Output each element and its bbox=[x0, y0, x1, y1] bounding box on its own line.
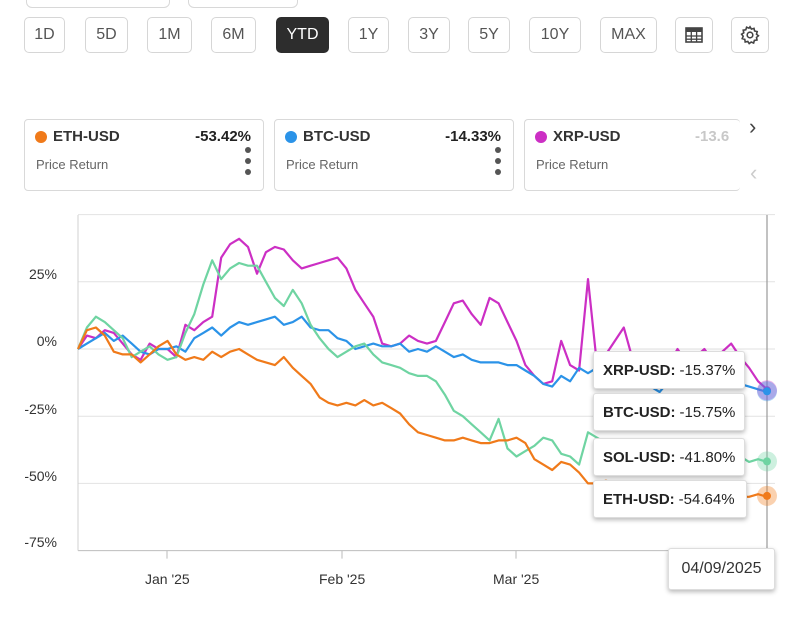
prev-arrow-icon[interactable]: ‹ bbox=[750, 160, 758, 185]
settings-button[interactable] bbox=[731, 17, 769, 53]
series-color-dot bbox=[285, 131, 297, 143]
legend-card-eth[interactable]: ETH-USD -53.42% Price Return bbox=[24, 119, 264, 191]
range-button-5y[interactable]: 5Y bbox=[468, 17, 510, 53]
tooltip-symbol: SOL-USD: bbox=[603, 448, 676, 466]
range-button-1d[interactable]: 1D bbox=[24, 17, 65, 53]
range-button-6m[interactable]: 6M bbox=[211, 17, 256, 53]
x-tick-label: Jan '25 bbox=[145, 571, 190, 587]
tooltip-date: 04/09/2025 bbox=[668, 548, 775, 590]
card-value: -13.6 bbox=[695, 128, 730, 145]
more-options-icon[interactable] bbox=[495, 147, 501, 180]
series-color-dot bbox=[535, 131, 547, 143]
tooltip-eth: ETH-USD: -54.64% bbox=[593, 480, 747, 518]
tooltip-xrp: XRP-USD: -15.37% bbox=[593, 351, 745, 389]
hover-marker bbox=[763, 491, 771, 500]
card-symbol: XRP-USD bbox=[553, 128, 621, 145]
top-control-fragment[interactable] bbox=[26, 0, 170, 8]
range-button-ytd[interactable]: YTD bbox=[276, 17, 329, 53]
range-button-max[interactable]: MAX bbox=[600, 17, 657, 53]
tooltip-value: -54.64% bbox=[678, 490, 735, 508]
range-button-10y[interactable]: 10Y bbox=[529, 17, 581, 53]
card-symbol: BTC-USD bbox=[303, 128, 371, 145]
y-tick-label: -25% bbox=[24, 401, 57, 417]
range-button-3y[interactable]: 3Y bbox=[408, 17, 450, 53]
series-color-dot bbox=[35, 131, 47, 143]
card-value: -14.33% bbox=[445, 128, 501, 145]
tooltip-symbol: ETH-USD: bbox=[603, 490, 675, 508]
x-tick-label: Feb '25 bbox=[319, 571, 366, 587]
range-button-1y[interactable]: 1Y bbox=[348, 17, 389, 53]
tooltip-symbol: XRP-USD: bbox=[603, 361, 676, 379]
tooltip-value: -41.80% bbox=[679, 448, 736, 466]
legend-card-xrp[interactable]: XRP-USD -13.6 Price Return bbox=[524, 119, 740, 191]
card-symbol: ETH-USD bbox=[53, 128, 120, 145]
table-view-button[interactable] bbox=[675, 17, 713, 53]
card-metric: Price Return bbox=[286, 157, 359, 172]
tooltip-value: -15.37% bbox=[679, 361, 736, 379]
tooltip-symbol: BTC-USD: bbox=[603, 403, 676, 421]
y-tick-label: 25% bbox=[28, 266, 57, 282]
y-tick-label: -75% bbox=[24, 534, 57, 550]
card-metric: Price Return bbox=[36, 157, 109, 172]
card-value: -53.42% bbox=[195, 128, 251, 145]
range-button-5d[interactable]: 5D bbox=[85, 17, 128, 53]
card-metric: Price Return bbox=[536, 157, 609, 172]
gear-icon bbox=[740, 25, 760, 45]
hover-marker bbox=[763, 387, 771, 396]
y-tick-label: 0% bbox=[36, 333, 57, 349]
tooltip-sol: SOL-USD: -41.80% bbox=[593, 438, 745, 476]
top-control-fragment[interactable] bbox=[188, 0, 298, 8]
next-arrow-icon[interactable]: › bbox=[749, 114, 757, 139]
range-button-1m[interactable]: 1M bbox=[147, 17, 192, 53]
y-tick-label: -50% bbox=[24, 468, 57, 484]
more-options-icon[interactable] bbox=[245, 147, 251, 180]
hover-marker bbox=[763, 457, 771, 466]
legend-card-btc[interactable]: BTC-USD -14.33% Price Return bbox=[274, 119, 514, 191]
table-icon bbox=[685, 27, 703, 43]
x-tick-label: Mar '25 bbox=[493, 571, 540, 587]
tooltip-btc: BTC-USD: -15.75% bbox=[593, 393, 745, 431]
tooltip-value: -15.75% bbox=[679, 403, 736, 421]
